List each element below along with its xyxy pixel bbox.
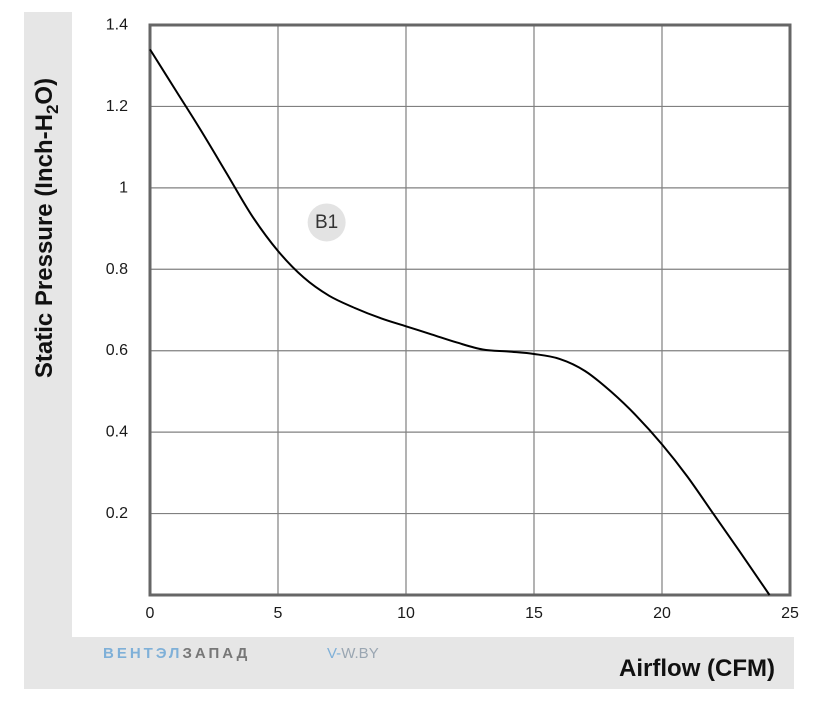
y-axis-band [24,12,72,637]
brand-watermark: ВЕНТЭЛЗАПАД [103,645,250,662]
x-tick-label: 20 [653,605,671,622]
x-tick-label: 0 [146,605,155,622]
x-axis-label: Airflow (CFM) [619,655,775,682]
y-tick-label: 0.8 [106,261,128,278]
y-tick-label: 0.4 [106,424,128,441]
grid [150,25,790,595]
annotation-bubble [307,203,346,242]
series-annotation: B1 [307,203,346,242]
y-tick-labels: 0.2 0.4 0.6 0.8 1 1.2 1.4 [106,17,128,523]
y-tick-label: 1 [119,179,128,196]
site-part-b: W.BY [341,645,379,662]
y-tick-label: 0.2 [106,505,128,522]
x-axis-band [24,637,794,689]
site-part-a: V- [327,645,342,662]
site-watermark: V-W.BY [327,645,379,662]
y-axis-label-subscript: 2 [43,105,62,114]
y-axis-label: Static Pressure (Inch-H2O) [31,78,62,378]
brand-part-b: ЗАПАД [182,645,251,662]
x-tick-label: 5 [274,605,283,622]
annotation-label-b1: B1 [315,212,338,233]
y-tick-label: 1.4 [106,17,128,34]
plot-frame [148,23,792,597]
x-tick-label: 15 [525,605,543,622]
y-axis-label-tail: O) [31,78,58,105]
y-tick-label: 0.6 [106,342,128,359]
brand-part-a: ВЕНТЭЛ [103,645,183,662]
x-tick-labels: 0 5 10 15 20 25 [146,605,799,622]
y-axis-label-main: Static Pressure (Inch-H [31,114,58,378]
series-line-b1 [149,48,771,596]
y-tick-label: 1.2 [106,98,128,115]
x-tick-label: 10 [397,605,415,622]
x-tick-label: 25 [781,605,799,622]
